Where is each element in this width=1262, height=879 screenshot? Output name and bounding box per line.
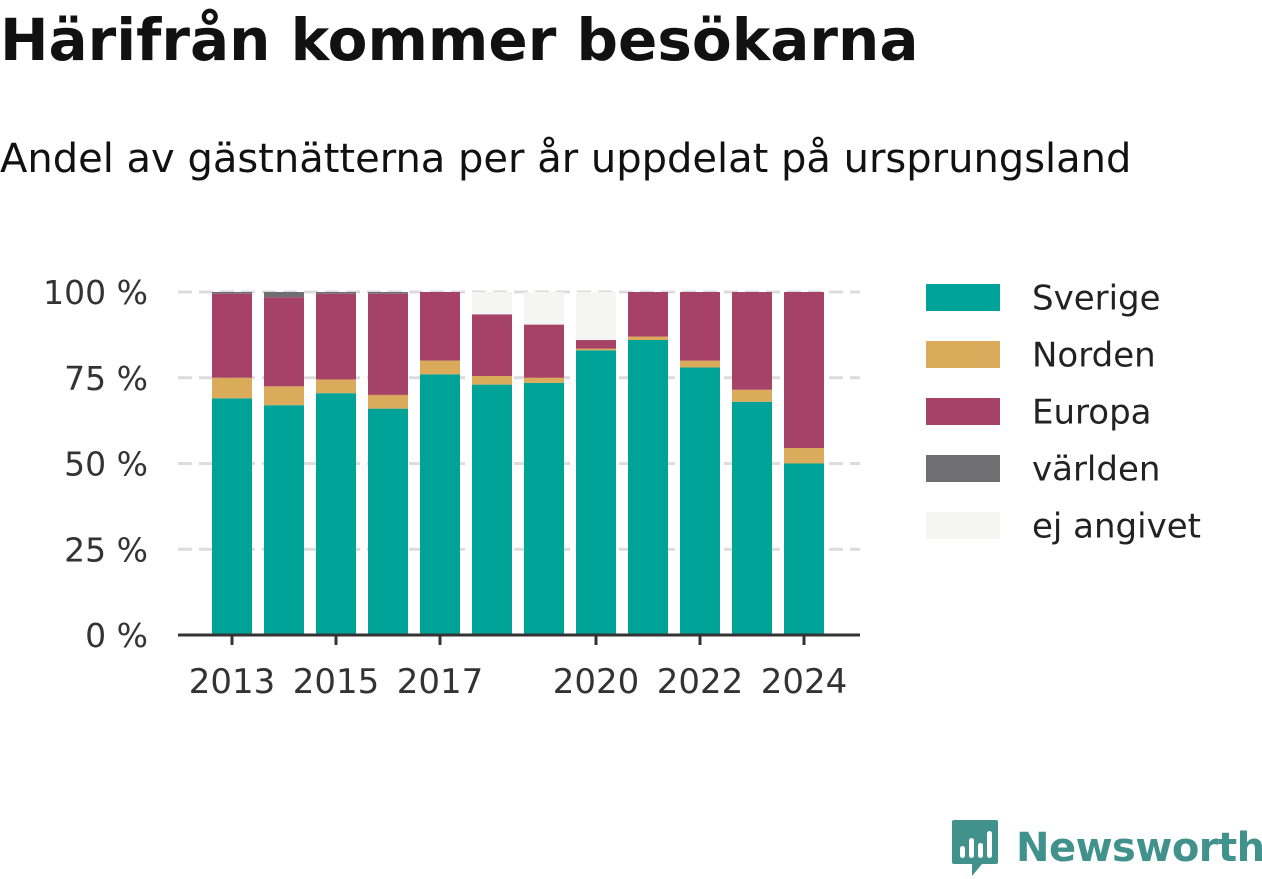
legend-label: Norden bbox=[1032, 336, 1156, 376]
bar-segment-europa-2015 bbox=[316, 293, 356, 380]
bar-segment-sverige-2022 bbox=[680, 367, 720, 635]
bar-segment-norden-2017 bbox=[420, 360, 460, 375]
x-tick-label: 2013 bbox=[189, 662, 276, 702]
y-tick-label: 100 % bbox=[43, 273, 148, 312]
bar-segment-europa-2016 bbox=[368, 293, 408, 395]
legend-swatch bbox=[926, 455, 1000, 482]
x-tick-label: 2020 bbox=[553, 662, 640, 702]
axes: 2013 2015 2017 2020 2022 2024 0 % 25 % 50 % 75 % 1… bbox=[43, 273, 860, 702]
legend-swatch bbox=[926, 512, 1000, 539]
bar-segment-världen-2016 bbox=[368, 292, 408, 294]
y-tick-label: 25 % bbox=[64, 530, 148, 569]
bar-segment-ej-angivet-2020 bbox=[576, 292, 616, 341]
bar-segment-sverige-2014 bbox=[264, 405, 304, 635]
bar-segment-europa-2021 bbox=[628, 292, 668, 337]
bar-segment-europa-2019 bbox=[524, 324, 564, 378]
brand-name: Newsworthy bbox=[1016, 825, 1262, 871]
legend-label: Sverige bbox=[1032, 279, 1161, 319]
bar-segment-norden-2022 bbox=[680, 360, 720, 368]
bar-segment-världen-2015 bbox=[316, 292, 356, 294]
bar-segment-norden-2013 bbox=[212, 377, 252, 399]
bar-segment-norden-2018 bbox=[472, 376, 512, 385]
bar-segment-sverige-2023 bbox=[732, 401, 772, 635]
bar-segment-norden-2019 bbox=[524, 377, 564, 383]
bar-segment-sverige-2019 bbox=[524, 382, 564, 635]
bar-segment-världen-2013 bbox=[212, 292, 252, 294]
legend-swatch bbox=[926, 398, 1000, 425]
legend: Sverige Norden Europa världen ej angivet bbox=[926, 279, 1201, 547]
y-tick-label: 50 % bbox=[64, 445, 148, 484]
y-tick-label: 0 % bbox=[85, 616, 148, 655]
bar-segment-norden-2021 bbox=[628, 336, 668, 341]
chart-title: Härifrån kommer besökarna bbox=[0, 6, 919, 74]
legend-label: ej angivet bbox=[1032, 507, 1201, 547]
bar-segment-sverige-2018 bbox=[472, 384, 512, 635]
bar-segment-norden-2023 bbox=[732, 389, 772, 402]
bar-segment-europa-2017 bbox=[420, 292, 460, 361]
bar-segment-sverige-2013 bbox=[212, 398, 252, 635]
bar-segment-sverige-2016 bbox=[368, 408, 408, 635]
legend-swatch bbox=[926, 284, 1000, 311]
x-tick-label: 2017 bbox=[397, 662, 484, 702]
bar-segment-europa-2018 bbox=[472, 314, 512, 377]
bar-segment-sverige-2015 bbox=[316, 393, 356, 635]
bar-segment-europa-2020 bbox=[576, 340, 616, 349]
legend-swatch bbox=[926, 341, 1000, 368]
newsworthy-logo-icon bbox=[952, 820, 998, 876]
bar-segment-norden-2024 bbox=[784, 448, 824, 464]
bar-segment-norden-2016 bbox=[368, 394, 408, 409]
bar-segment-europa-2024 bbox=[784, 292, 824, 449]
bar-segment-sverige-2021 bbox=[628, 340, 668, 635]
chart-subtitle: Andel av gästnätterna per år uppdelat på… bbox=[0, 136, 1132, 182]
bar-segment-europa-2023 bbox=[732, 292, 772, 390]
bar-segment-sverige-2024 bbox=[784, 463, 824, 635]
x-tick-label: 2015 bbox=[293, 662, 380, 702]
legend-label: Europa bbox=[1032, 393, 1151, 433]
bar-segment-ej-angivet-2018 bbox=[472, 292, 512, 315]
bar-segment-sverige-2020 bbox=[576, 350, 616, 635]
bar-segment-norden-2015 bbox=[316, 379, 356, 394]
x-tick-label: 2024 bbox=[761, 662, 848, 702]
bar-segment-europa-2014 bbox=[264, 297, 304, 387]
bar-segment-norden-2014 bbox=[264, 386, 304, 406]
bar-segment-europa-2022 bbox=[680, 292, 720, 361]
legend-label: världen bbox=[1032, 450, 1160, 490]
bar-segment-ej-angivet-2019 bbox=[524, 292, 564, 325]
x-tick-label: 2022 bbox=[657, 662, 744, 702]
bars bbox=[212, 292, 824, 635]
bar-segment-sverige-2017 bbox=[420, 374, 460, 635]
bar-segment-europa-2013 bbox=[212, 293, 252, 378]
brand-logo: Newsworthy bbox=[950, 818, 1262, 878]
bar-segment-norden-2020 bbox=[576, 348, 616, 351]
bar-segment-världen-2014 bbox=[264, 292, 304, 298]
y-tick-label: 75 % bbox=[64, 359, 148, 398]
